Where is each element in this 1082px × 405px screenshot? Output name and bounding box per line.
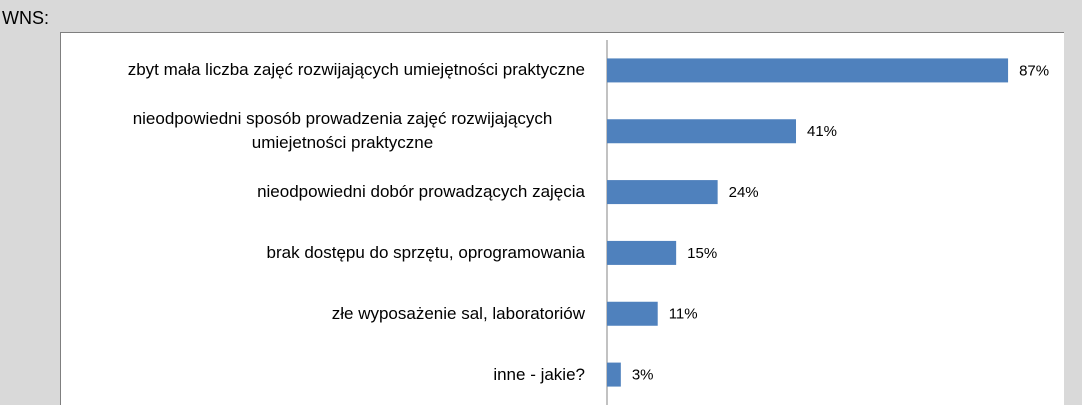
category-text: zbyt mała liczba zajęć rozwijających umi…	[127, 60, 585, 80]
value-label: 41%	[807, 123, 837, 140]
category-label: nieodpowiedni dobór prowadzących zajęcia	[65, 180, 585, 204]
category-label: zbyt mała liczba zajęć rozwijających umi…	[65, 58, 585, 82]
bar	[607, 240, 677, 265]
category-label: inne - jakie?	[65, 363, 585, 387]
chart-area	[60, 32, 1064, 405]
bar	[607, 180, 718, 205]
value-label: 15%	[687, 245, 717, 262]
category-text: nieodpowiedni sposób prowadzenia zajęć r…	[132, 109, 553, 153]
bar	[607, 58, 1009, 83]
value-label: 3%	[632, 367, 654, 384]
bar	[607, 301, 658, 326]
category-label: nieodpowiedni sposób prowadzenia zajęć r…	[65, 107, 585, 155]
value-label: 24%	[729, 184, 759, 201]
bar	[607, 119, 797, 144]
category-text: inne - jakie?	[493, 364, 585, 384]
category-label: brak dostępu do sprzętu, oprogramowania	[65, 241, 585, 265]
category-text: złe wyposażenie sal, laboratoriów	[331, 303, 585, 323]
bar	[607, 362, 621, 387]
category-label: złe wyposażenie sal, laboratoriów	[65, 302, 585, 326]
header: WNS:	[2, 8, 49, 28]
value-label: 87%	[1019, 62, 1049, 79]
category-text: brak dostępu do sprzętu, oprogramowania	[266, 242, 585, 262]
value-label: 11%	[669, 306, 698, 323]
category-text: nieodpowiedni dobór prowadzących zajęcia	[257, 182, 585, 202]
